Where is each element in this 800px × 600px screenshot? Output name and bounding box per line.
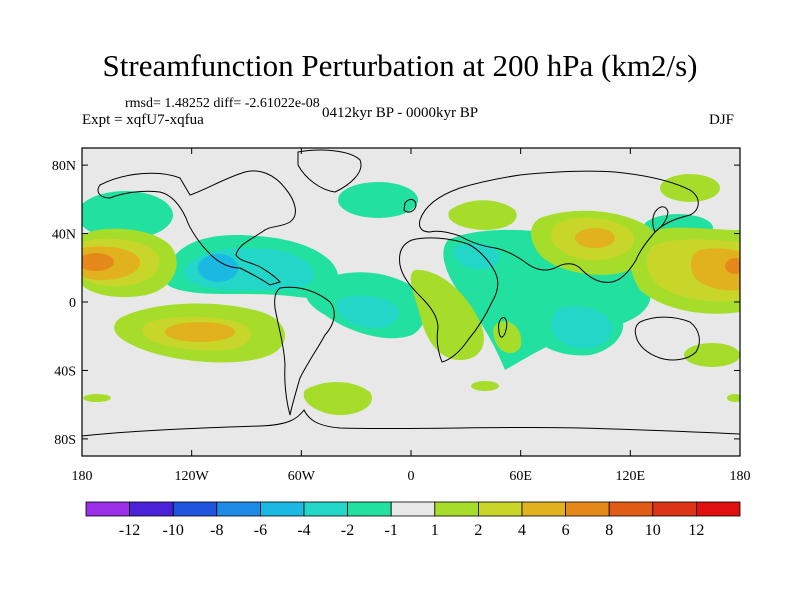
colorbar-swatch bbox=[347, 501, 392, 517]
colorbar-swatch bbox=[390, 501, 436, 517]
colorbar: -12 -10 -8 -6 -4 -2 -1 1 2 4 6 8 10 12 bbox=[85, 501, 741, 539]
greenland-outline bbox=[297, 149, 362, 193]
y-tick-label: 40N bbox=[52, 228, 76, 243]
colorbar-label: -10 bbox=[163, 522, 184, 539]
colorbar-label: 8 bbox=[605, 522, 613, 539]
x-tick-label: 120E bbox=[616, 469, 646, 484]
colorbar-swatch bbox=[129, 501, 174, 517]
negative-4-field bbox=[198, 254, 238, 282]
uk-outline bbox=[403, 198, 417, 213]
antarctica-outline bbox=[82, 409, 740, 437]
y-tick-label: 40S bbox=[54, 364, 76, 379]
colorbar-label: 10 bbox=[645, 522, 661, 539]
colorbar-label: -6 bbox=[254, 522, 267, 539]
x-tick-label: 180 bbox=[72, 469, 93, 484]
x-tick-label: 180 bbox=[730, 469, 751, 484]
colorbar-swatch bbox=[303, 501, 348, 517]
colorbar-label: 4 bbox=[518, 522, 526, 539]
north-america-outline bbox=[97, 170, 296, 286]
y-tick-label: 0 bbox=[69, 296, 76, 311]
x-tick-label: 60E bbox=[509, 469, 532, 484]
x-tick-label: 60W bbox=[288, 469, 316, 484]
colorbar-label: -2 bbox=[341, 522, 354, 539]
europe-asia-outline bbox=[419, 170, 699, 283]
colorbar-swatch bbox=[85, 501, 130, 517]
coastlines bbox=[82, 149, 740, 437]
colorbar-label: -1 bbox=[385, 522, 398, 539]
colorbar-swatch bbox=[259, 501, 305, 517]
colorbar-label: 2 bbox=[474, 522, 482, 539]
colorbar-swatch bbox=[172, 501, 218, 517]
japan-outline bbox=[652, 206, 669, 233]
colorbar-swatch bbox=[477, 501, 523, 517]
colorbar-swatch bbox=[652, 501, 697, 517]
colorbar-label: -4 bbox=[297, 522, 310, 539]
x-tick-label: 0 bbox=[408, 469, 415, 484]
colorbar-label: -12 bbox=[119, 522, 140, 539]
colorbar-swatch bbox=[434, 501, 479, 517]
y-tick-label: 80N bbox=[52, 159, 76, 174]
y-tick-label: 80S bbox=[54, 433, 76, 448]
colorbar-swatch bbox=[565, 501, 610, 517]
colorbar-swatch bbox=[608, 501, 654, 517]
colorbar-swatch bbox=[216, 501, 261, 517]
colorbar-label: 1 bbox=[431, 522, 439, 539]
positive-6-field bbox=[82, 253, 740, 274]
colorbar-label: 12 bbox=[688, 522, 704, 539]
chart-title: Streamfunction Perturbation at 200 hPa (… bbox=[102, 48, 698, 83]
madagascar-outline bbox=[498, 317, 508, 338]
south-america-outline bbox=[274, 286, 335, 416]
colorbar-swatch bbox=[521, 501, 566, 517]
experiment-label: Expt = xqfU7-xqfua bbox=[82, 112, 204, 128]
period-label: 0412kyr BP - 0000kyr BP bbox=[322, 105, 479, 121]
africa-outline bbox=[399, 237, 499, 363]
colorbar-label: 6 bbox=[562, 522, 570, 539]
colorbar-label: -8 bbox=[210, 522, 223, 539]
season-label: DJF bbox=[709, 112, 735, 128]
australia-outline bbox=[634, 316, 700, 361]
x-tick-label: 120W bbox=[175, 469, 210, 484]
colorbar-swatch bbox=[696, 501, 741, 517]
axes: 180 120W 60W 0 60E 120E 180 80N 40N 0 40S 80S bbox=[52, 148, 751, 484]
stats-label: rmsd= 1.48252 diff= -2.61022e-08 bbox=[125, 96, 320, 111]
contour-fields bbox=[82, 174, 740, 415]
